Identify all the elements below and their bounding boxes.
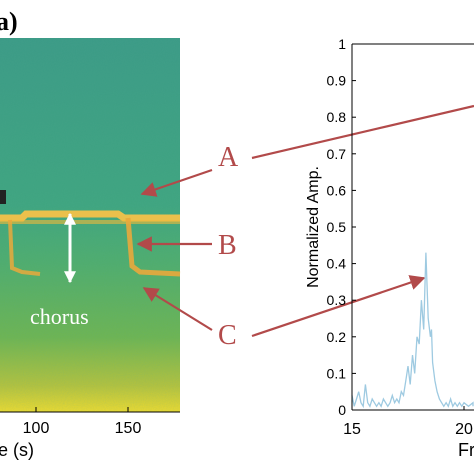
y-tick-label: 0.4 (327, 256, 347, 272)
series-line (351, 252, 474, 409)
chorus-drop-left (8, 219, 41, 276)
y-tick-label: 0.1 (327, 365, 347, 381)
spectrogram-panel: chorus 100 150 e (s) (0, 38, 181, 460)
callout-letter-b: B (218, 230, 237, 261)
spectrogram-tick-label-100: 100 (23, 420, 50, 437)
y-axis-label: Normalized Amp. (305, 166, 322, 288)
y-ticks: 0 0.1 0.2 0.3 0.4 0.5 0.6 0.7 0.8 0.9 1 (327, 36, 356, 418)
spectrogram-x-axis-label: e (s) (0, 440, 34, 460)
chorus-drop-right (125, 217, 181, 277)
spectrogram-noise (0, 38, 180, 412)
x-tick-label: 20 (455, 421, 473, 438)
chorus-band-upper (0, 210, 180, 222)
callout-arrow-a-left (140, 168, 213, 197)
callouts: A B C (136, 104, 474, 351)
spectrogram-marker (0, 190, 6, 204)
spectrum-chart: 00.10.20.30.40.50.60.70.80.91 15 20 Norma… (305, 36, 474, 460)
y-tick-label: 1 (338, 36, 346, 52)
y-tick-label: 0.6 (327, 182, 347, 198)
y-tick-label: 0.5 (327, 219, 347, 235)
x-axis-label: Fr (458, 440, 474, 460)
callout-arrow-a-right (251, 104, 474, 160)
spectrogram-tick-label-150: 150 (115, 420, 142, 437)
y-tick-label: 0.7 (327, 146, 347, 162)
callout-letter-c: C (218, 320, 237, 351)
callout-letter-a: A (218, 142, 239, 173)
y-tick-label: 0.2 (327, 329, 347, 345)
y-tick-label: 0.3 (327, 292, 347, 308)
panel-label: a) (0, 7, 18, 36)
callout-arrow-c-right (251, 275, 426, 338)
y-tick-label: 0.9 (327, 73, 347, 89)
callout-arrow-c-left (142, 287, 213, 331)
y-tick-label: 0 (338, 402, 346, 418)
chorus-label: chorus (30, 304, 89, 329)
x-tick-label: 15 (343, 421, 361, 438)
x-ticks: 15 20 (343, 406, 473, 438)
y-tick-label: 0.8 (327, 109, 347, 125)
